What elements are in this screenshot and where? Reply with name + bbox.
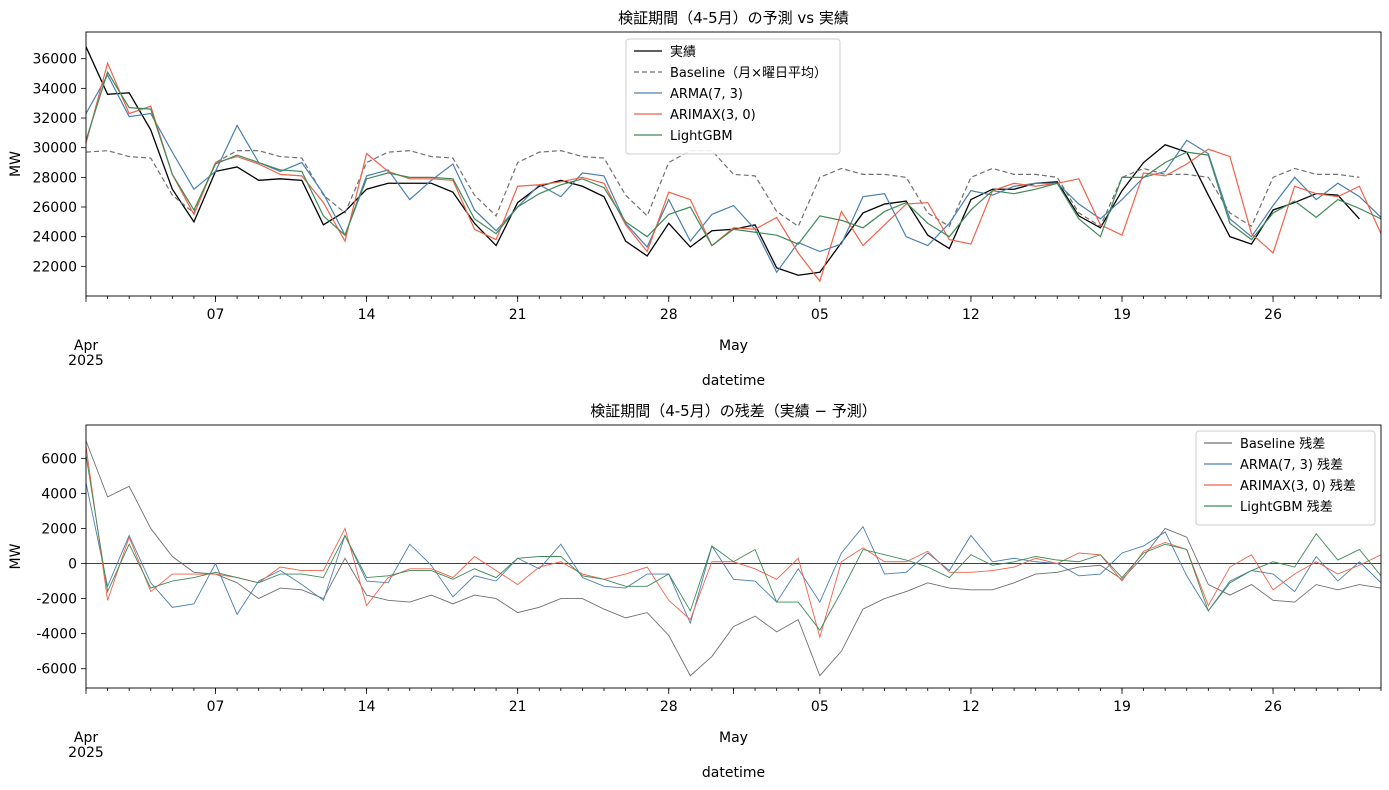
x-tick-label: 19 bbox=[1113, 699, 1131, 715]
x-year-label: 2025 bbox=[68, 745, 104, 761]
x-month-label: May bbox=[719, 730, 748, 746]
x-tick-label: 28 bbox=[660, 307, 678, 323]
series-line bbox=[86, 61, 1381, 283]
x-axis-label: datetime bbox=[702, 373, 765, 389]
chart-title: 検証期間（4-5月）の予測 vs 実績 bbox=[618, 9, 849, 27]
x-tick-label: 05 bbox=[811, 307, 829, 323]
y-tick-label: 2000 bbox=[41, 521, 77, 537]
y-axis-label: MW bbox=[8, 151, 24, 177]
y-tick-label: 6000 bbox=[41, 451, 77, 467]
x-tick-label: 28 bbox=[660, 699, 678, 715]
x-month-label: May bbox=[719, 338, 748, 354]
x-tick-label: 26 bbox=[1264, 307, 1282, 323]
y-tick-label: 26000 bbox=[32, 200, 77, 216]
series-line bbox=[86, 454, 1381, 631]
legend-label: LightGBM bbox=[670, 129, 733, 144]
y-tick-label: -2000 bbox=[36, 592, 77, 608]
x-tick-label: 21 bbox=[509, 699, 527, 715]
forecast-vs-actual-chart: 検証期間（4-5月）の予測 vs 実績 22000 24000 26000 28000… bbox=[8, 9, 1382, 389]
series-lines bbox=[86, 440, 1381, 677]
x-tick-label: 07 bbox=[207, 699, 225, 715]
residual-chart: 検証期間（4-5月）の残差（実績 − 予測） -6000 -4000 -2000 0 2… bbox=[8, 402, 1382, 781]
legend-label: LightGBM 残差 bbox=[1240, 500, 1333, 515]
x-tick-label: 12 bbox=[962, 699, 980, 715]
axes: -6000 -4000 -2000 0 2000 4000 6000 07 14 21 28 05 12… bbox=[36, 424, 1382, 761]
legend-label: ARIMAX(3, 0) 残差 bbox=[1240, 479, 1356, 494]
legend-label: Baseline（月×曜日平均） bbox=[670, 66, 827, 81]
legend-box bbox=[1195, 430, 1376, 526]
y-tick-label: -4000 bbox=[36, 627, 77, 643]
x-tick-label: 14 bbox=[358, 307, 376, 323]
series-line bbox=[86, 73, 1381, 274]
series-line bbox=[86, 70, 1381, 247]
x-month-label: Apr bbox=[74, 338, 98, 354]
x-year-label: 2025 bbox=[68, 353, 104, 369]
x-tick-label: 19 bbox=[1113, 307, 1131, 323]
y-tick-label: 4000 bbox=[41, 486, 77, 502]
series-line bbox=[86, 482, 1381, 625]
legend-label: ARIMAX(3, 0) bbox=[670, 108, 756, 123]
legend: 実績 Baseline（月×曜日平均） ARMA(7, 3) ARIMAX(3, 0)… bbox=[625, 38, 841, 155]
x-tick-label: 26 bbox=[1264, 699, 1282, 715]
series-line bbox=[86, 445, 1381, 639]
y-tick-label: 30000 bbox=[32, 141, 77, 157]
x-tick-label: 05 bbox=[811, 699, 829, 715]
x-tick-label: 07 bbox=[207, 307, 225, 323]
y-tick-label: 32000 bbox=[32, 111, 77, 127]
x-tick-label: 12 bbox=[962, 307, 980, 323]
chart-title: 検証期間（4-5月）の残差（実績 − 予測） bbox=[590, 402, 877, 420]
series-line bbox=[86, 46, 1360, 276]
x-tick-label: 21 bbox=[509, 307, 527, 323]
legend: Baseline 残差 ARMA(7, 3) 残差 ARIMAX(3, 0) 残差 L… bbox=[1195, 430, 1376, 526]
series-lines bbox=[86, 46, 1381, 283]
legend-label: Baseline 残差 bbox=[1240, 437, 1325, 452]
y-tick-label: 0 bbox=[68, 557, 77, 573]
y-tick-label: 34000 bbox=[32, 81, 77, 97]
y-tick-label: 28000 bbox=[32, 170, 77, 186]
legend-box bbox=[625, 38, 841, 155]
series-line bbox=[86, 150, 1360, 228]
x-month-label: Apr bbox=[74, 730, 98, 746]
legend-label: ARMA(7, 3) 残差 bbox=[1240, 458, 1343, 473]
y-tick-label: -6000 bbox=[36, 662, 77, 678]
x-axis-label: datetime bbox=[702, 765, 765, 781]
y-tick-label: 36000 bbox=[32, 52, 77, 68]
x-tick-label: 14 bbox=[358, 699, 376, 715]
y-tick-label: 22000 bbox=[32, 259, 77, 275]
y-axis-label: MW bbox=[8, 543, 24, 569]
y-tick-label: 24000 bbox=[32, 230, 77, 246]
plot-frame bbox=[85, 424, 1382, 689]
legend-label: ARMA(7, 3) bbox=[670, 87, 743, 102]
legend-label: 実績 bbox=[670, 44, 696, 60]
axes: 22000 24000 26000 28000 30000 32000 34000 36000… bbox=[32, 31, 1382, 369]
series-line bbox=[86, 440, 1381, 677]
